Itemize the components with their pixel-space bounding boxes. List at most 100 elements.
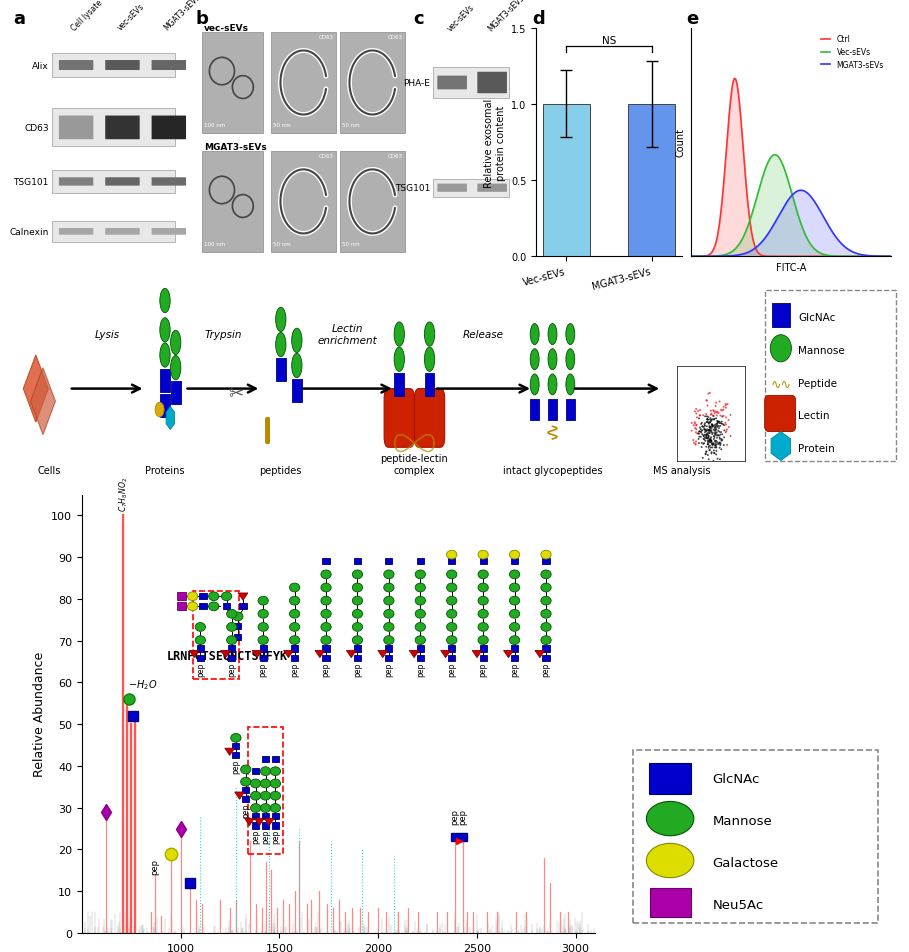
Circle shape bbox=[415, 610, 425, 619]
Point bbox=[705, 419, 720, 434]
Circle shape bbox=[541, 550, 551, 560]
Point bbox=[716, 417, 731, 432]
Point bbox=[720, 423, 734, 438]
Legend: Ctrl, Vec-sEVs, MGAT3-sEVs: Ctrl, Vec-sEVs, MGAT3-sEVs bbox=[818, 32, 887, 73]
Bar bbox=[272, 823, 279, 829]
Point bbox=[701, 437, 715, 452]
Line: MGAT3-sEVs: MGAT3-sEVs bbox=[691, 191, 891, 257]
Bar bbox=[385, 655, 393, 661]
Text: pep: pep bbox=[458, 808, 467, 824]
Point bbox=[714, 404, 729, 419]
Bar bbox=[772, 304, 790, 327]
Point bbox=[703, 420, 717, 435]
Bar bbox=[196, 655, 204, 661]
Point bbox=[709, 406, 724, 421]
Point bbox=[696, 428, 711, 444]
Ctrl bbox=[836, 251, 847, 263]
Circle shape bbox=[446, 570, 457, 579]
Bar bbox=[242, 796, 249, 803]
Point bbox=[696, 420, 711, 435]
Circle shape bbox=[270, 767, 281, 776]
Point bbox=[704, 433, 718, 448]
Circle shape bbox=[160, 289, 170, 313]
Point bbox=[701, 387, 715, 402]
Vec-sEVs bbox=[776, 157, 787, 169]
Circle shape bbox=[541, 584, 551, 592]
Point bbox=[714, 403, 728, 418]
Point bbox=[700, 393, 714, 408]
Circle shape bbox=[222, 592, 232, 601]
Text: Cells: Cells bbox=[37, 466, 61, 475]
Circle shape bbox=[289, 597, 300, 605]
Point bbox=[717, 430, 732, 446]
Bar bbox=[425, 373, 435, 397]
Circle shape bbox=[208, 592, 219, 601]
Point bbox=[707, 441, 722, 456]
Point bbox=[704, 432, 718, 447]
Circle shape bbox=[258, 610, 268, 619]
Text: MGAT3-sEVs: MGAT3-sEVs bbox=[205, 143, 267, 151]
Point bbox=[708, 421, 723, 436]
Point bbox=[689, 419, 704, 434]
Circle shape bbox=[415, 623, 425, 632]
Point bbox=[701, 428, 715, 444]
Bar bbox=[354, 645, 361, 652]
Bar bbox=[252, 813, 259, 819]
Point bbox=[712, 425, 726, 440]
Text: pep: pep bbox=[415, 663, 425, 677]
Circle shape bbox=[509, 610, 520, 619]
Point bbox=[700, 419, 714, 434]
Circle shape bbox=[289, 584, 300, 592]
Circle shape bbox=[509, 570, 520, 579]
FancyBboxPatch shape bbox=[434, 68, 509, 99]
Point bbox=[714, 416, 728, 431]
FancyBboxPatch shape bbox=[271, 33, 335, 133]
Point bbox=[697, 436, 712, 451]
Point bbox=[708, 438, 723, 453]
Point bbox=[695, 419, 710, 434]
Point bbox=[686, 418, 701, 433]
Point bbox=[711, 437, 725, 452]
Circle shape bbox=[321, 636, 331, 645]
Point bbox=[702, 423, 716, 438]
Point bbox=[707, 434, 722, 449]
Point bbox=[690, 410, 704, 426]
Text: Lectin
enrichment: Lectin enrichment bbox=[318, 324, 377, 346]
Point bbox=[696, 408, 711, 424]
Bar bbox=[323, 655, 330, 661]
Circle shape bbox=[231, 734, 241, 743]
Circle shape bbox=[160, 318, 170, 343]
Circle shape bbox=[509, 550, 520, 560]
Circle shape bbox=[548, 325, 557, 346]
Point bbox=[702, 416, 716, 431]
Point bbox=[689, 402, 704, 417]
Point bbox=[699, 445, 714, 460]
Bar bbox=[354, 655, 361, 661]
MGAT3-sEVs bbox=[836, 239, 847, 250]
Circle shape bbox=[160, 344, 170, 367]
Point bbox=[689, 434, 704, 449]
Bar bbox=[252, 823, 259, 829]
Bar bbox=[649, 764, 691, 794]
Circle shape bbox=[565, 349, 574, 370]
Text: CD63: CD63 bbox=[25, 124, 49, 132]
Circle shape bbox=[509, 597, 520, 605]
Point bbox=[686, 433, 701, 448]
Circle shape bbox=[446, 636, 457, 645]
Polygon shape bbox=[31, 368, 55, 435]
Point bbox=[714, 437, 728, 452]
Text: pep: pep bbox=[150, 859, 159, 875]
Bar bbox=[543, 105, 590, 257]
Bar bbox=[543, 559, 550, 565]
Point bbox=[705, 437, 720, 452]
Circle shape bbox=[541, 610, 551, 619]
Point bbox=[692, 455, 706, 470]
Bar bbox=[511, 655, 518, 661]
Point bbox=[709, 423, 724, 438]
Point bbox=[704, 430, 718, 446]
Point bbox=[704, 446, 719, 462]
Point bbox=[704, 417, 719, 432]
Circle shape bbox=[541, 597, 551, 605]
Circle shape bbox=[195, 636, 205, 645]
Circle shape bbox=[275, 333, 286, 357]
